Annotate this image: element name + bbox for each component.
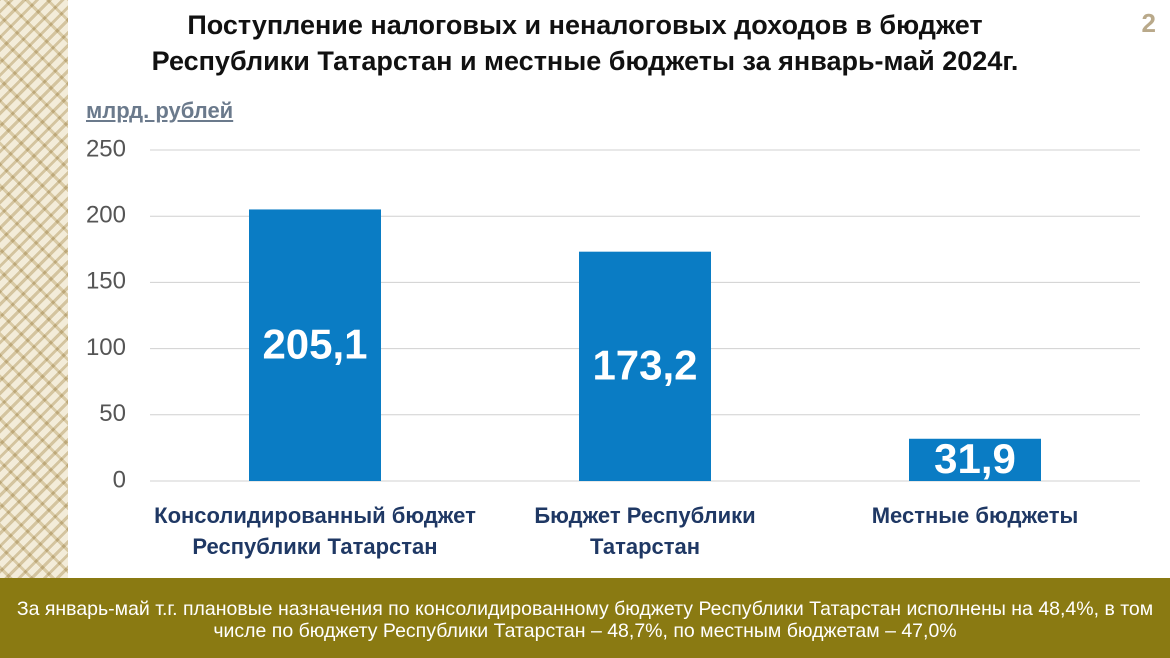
bar	[579, 251, 711, 481]
footer-text: За январь-май т.г. плановые назначения п…	[16, 598, 1154, 642]
ornament-border	[0, 0, 68, 578]
x-tick-label: Бюджет Республики Татарстан	[534, 503, 756, 559]
bar	[909, 438, 1041, 481]
bar	[249, 209, 381, 481]
value-label: 173,2	[592, 341, 697, 388]
y-tick-label: 150	[86, 268, 126, 295]
y-axis-label: млрд. рублей	[86, 98, 234, 123]
page-number: 2	[1141, 8, 1156, 38]
footer-band: За январь-май т.г. плановые назначения п…	[0, 578, 1170, 658]
value-label: 31,9	[934, 435, 1016, 482]
y-tick-label: 250	[86, 135, 126, 162]
value-label: 205,1	[262, 320, 367, 367]
chart-title: Поступление налоговых и неналоговых дохо…	[187, 10, 983, 40]
y-tick-label: 0	[113, 466, 126, 493]
y-tick-label: 100	[86, 334, 126, 361]
y-tick-label: 200	[86, 202, 126, 229]
x-tick-label: Консолидированный бюджет Республики Тата…	[154, 503, 476, 559]
x-tick-label: Местные бюджеты	[871, 503, 1079, 528]
chart-title: Республики Татарстан и местные бюджеты з…	[151, 46, 1019, 76]
y-tick-label: 50	[99, 400, 126, 427]
